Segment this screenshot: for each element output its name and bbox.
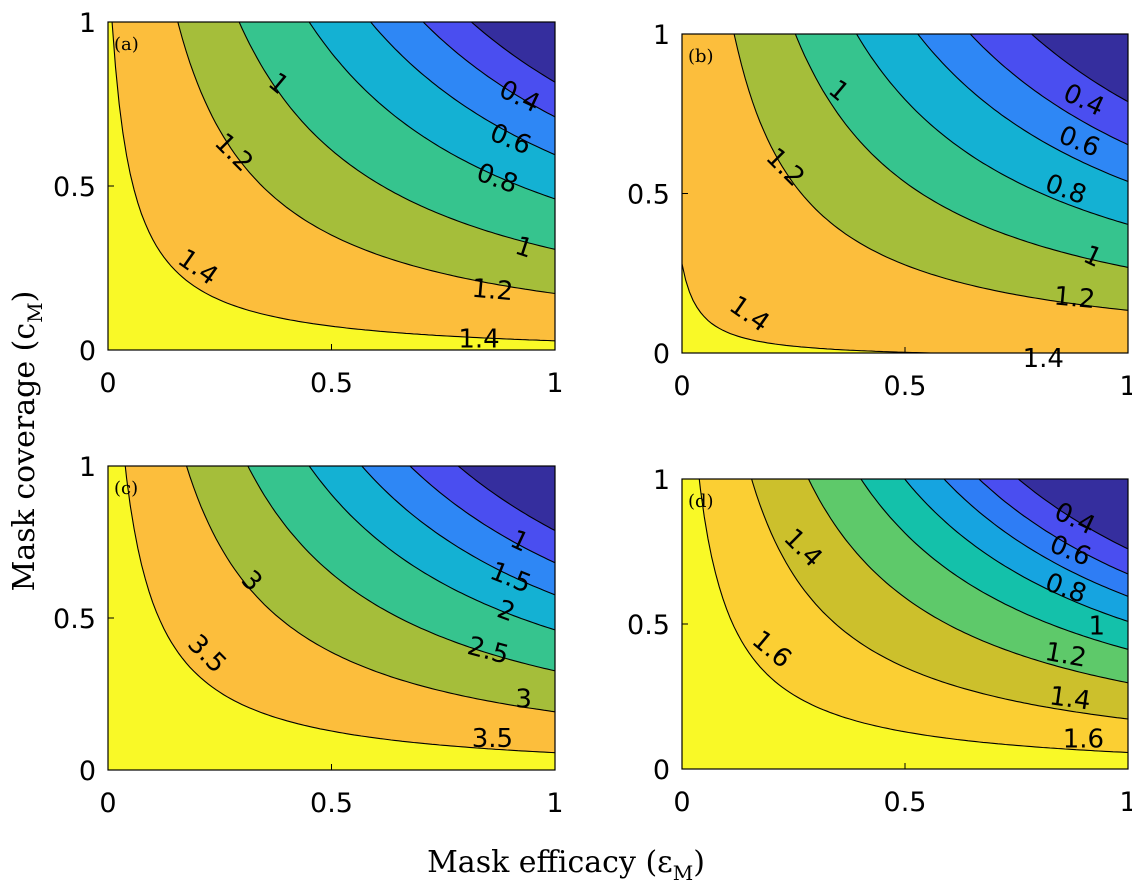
panel-label: (c) (114, 478, 138, 499)
contour-line (1030, 34, 1128, 103)
x-tick-label: 0 (673, 787, 690, 818)
contour-line (369, 22, 555, 156)
y-tick-label: 0.5 (627, 610, 670, 641)
contour-line (1017, 479, 1128, 550)
contour-line (943, 479, 1128, 597)
contour-line (860, 479, 1128, 650)
contour-line (177, 22, 555, 295)
y-tick-label: 1 (653, 465, 670, 496)
panel-label: (a) (114, 34, 139, 55)
contour-fill-level (458, 466, 555, 531)
y-tick-label: 0 (79, 756, 96, 787)
y-tick-label: 0.5 (53, 604, 96, 635)
contour-label: 1.2 (1043, 637, 1089, 674)
x-axis-title: Mask efficacy (εM) (427, 845, 705, 882)
contour-label: 1.2 (471, 274, 515, 307)
contour-label: 1.6 (1063, 725, 1104, 755)
y-axis-title: Mask coverage (cM) (7, 291, 47, 592)
contour-panel-a: 11.21.40.40.60.811.21.4(a)000.50.511 (53, 8, 564, 399)
x-tick-label: 0 (99, 368, 116, 399)
x-tick-label: 0.5 (310, 368, 353, 399)
y-tick-label: 0 (653, 339, 670, 370)
contour-line (308, 22, 555, 200)
x-tick-label: 0.5 (884, 371, 927, 402)
x-tick-label: 0.5 (884, 787, 927, 818)
contour-label: 1.4 (1023, 344, 1064, 374)
contour-line (111, 22, 555, 342)
contour-line (969, 34, 1128, 146)
x-tick-label: 1 (546, 788, 563, 819)
contour-line (917, 34, 1128, 183)
contour-line (422, 22, 555, 118)
x-tick-label: 0.5 (310, 788, 353, 819)
y-tick-label: 0 (79, 336, 96, 367)
contour-line (361, 466, 555, 596)
contour-label: 1.2 (1053, 282, 1097, 315)
contour-line (308, 466, 555, 631)
x-tick-label: 1 (1119, 371, 1132, 402)
contour-line (978, 479, 1128, 575)
contour-fill-level (1018, 479, 1128, 549)
contour-label: 3.5 (472, 724, 513, 754)
y-tick-label: 0.5 (627, 180, 670, 211)
y-tick-label: 0 (653, 755, 670, 786)
contour-line (247, 466, 555, 672)
x-tick-label: 0 (673, 371, 690, 402)
panel-label: (d) (688, 491, 714, 512)
y-tick-label: 1 (79, 452, 96, 483)
contour-line (751, 479, 1128, 720)
contour-line (698, 479, 1128, 754)
x-tick-label: 1 (1119, 787, 1132, 818)
contour-line (470, 22, 555, 83)
panel-label: (b) (688, 46, 714, 67)
contour-line (733, 34, 1128, 311)
contour-line (185, 466, 555, 713)
contour-fill-level (1031, 34, 1128, 102)
contour-line (794, 34, 1128, 268)
y-tick-label: 0.5 (53, 172, 96, 203)
contour-line (238, 22, 555, 250)
contour-label: 3 (515, 685, 532, 715)
y-tick-label: 1 (653, 20, 670, 51)
contour-panel-b: 11.21.40.40.60.811.21.4(b)000.50.511 (627, 20, 1132, 402)
contour-panel-d: 1.41.60.40.60.811.21.41.6(d)000.50.511 (627, 465, 1132, 818)
contour-label: 1.4 (1048, 681, 1093, 716)
y-tick-label: 1 (79, 8, 96, 39)
contour-line (855, 34, 1128, 225)
contour-label: 1 (1089, 611, 1106, 641)
x-tick-label: 0 (99, 788, 116, 819)
contour-line (409, 466, 555, 564)
x-tick-label: 1 (546, 368, 563, 399)
contour-fill-level (471, 22, 555, 83)
contour-line (807, 479, 1128, 684)
contour-panel-c: 33.511.522.533.5(c)000.50.511 (53, 452, 564, 819)
contour-line (457, 466, 555, 531)
contour-line (124, 466, 555, 754)
